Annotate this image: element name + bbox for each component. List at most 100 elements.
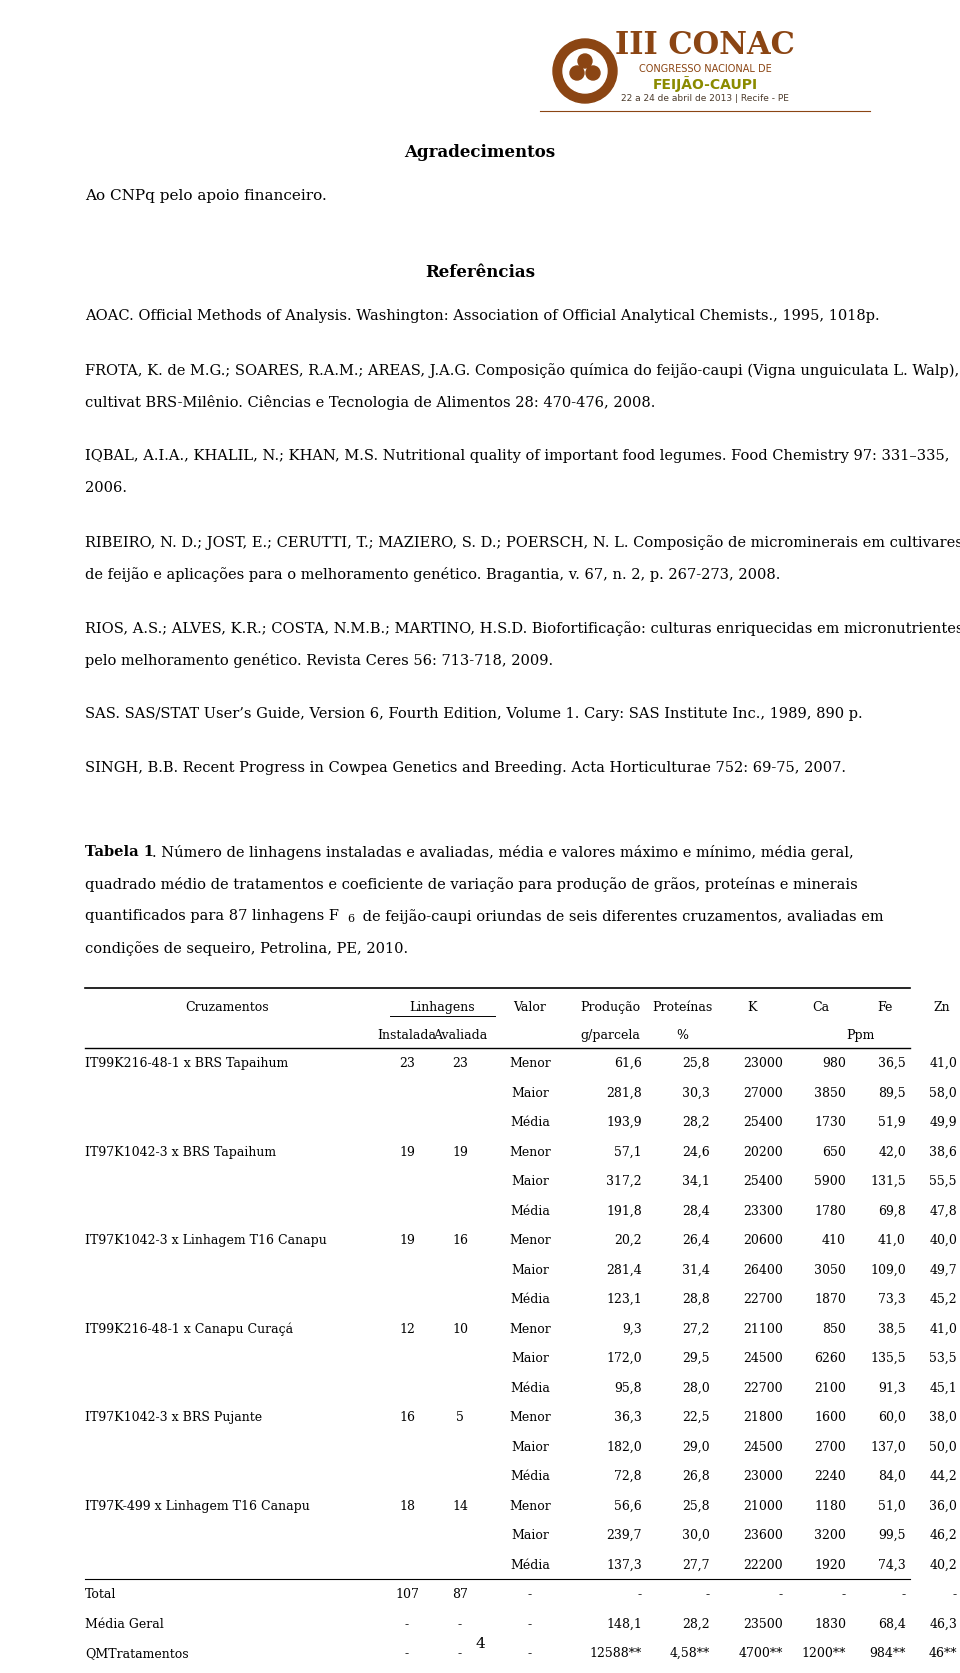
Text: 23000: 23000 (743, 1469, 783, 1482)
Text: 137,3: 137,3 (607, 1558, 642, 1571)
Text: 650: 650 (822, 1144, 846, 1158)
Text: 2100: 2100 (814, 1380, 846, 1394)
Text: -: - (405, 1616, 409, 1630)
Text: -: - (405, 1646, 409, 1660)
Text: IQBAL, A.I.A., KHALIL, N.; KHAN, M.S. Nutritional quality of important food legu: IQBAL, A.I.A., KHALIL, N.; KHAN, M.S. Nu… (85, 448, 949, 463)
Text: Menor: Menor (509, 1322, 551, 1335)
Text: -: - (528, 1646, 532, 1660)
Text: 28,8: 28,8 (683, 1293, 710, 1305)
Text: 9,3: 9,3 (622, 1322, 642, 1335)
Text: 2240: 2240 (814, 1469, 846, 1482)
Text: 22 a 24 de abril de 2013 | Recife - PE: 22 a 24 de abril de 2013 | Recife - PE (621, 94, 789, 104)
Text: 5: 5 (456, 1410, 464, 1424)
Text: 49,7: 49,7 (929, 1263, 957, 1276)
Text: 51,0: 51,0 (878, 1499, 906, 1512)
Text: 19: 19 (399, 1233, 415, 1246)
Text: 24500: 24500 (743, 1352, 783, 1365)
Text: 45,2: 45,2 (929, 1293, 957, 1305)
Text: 23500: 23500 (743, 1616, 783, 1630)
Text: 56,6: 56,6 (614, 1499, 642, 1512)
Text: 25,8: 25,8 (683, 1057, 710, 1069)
Text: 26400: 26400 (743, 1263, 783, 1276)
Text: Valor: Valor (514, 1000, 546, 1012)
Text: Ao CNPq pelo apoio financeiro.: Ao CNPq pelo apoio financeiro. (85, 189, 326, 202)
Text: 20200: 20200 (743, 1144, 783, 1158)
Circle shape (578, 55, 592, 69)
Text: 3200: 3200 (814, 1529, 846, 1541)
Text: RIOS, A.S.; ALVES, K.R.; COSTA, N.M.B.; MARTINO, H.S.D. Biofortificação: cultura: RIOS, A.S.; ALVES, K.R.; COSTA, N.M.B.; … (85, 621, 960, 636)
Text: 40,2: 40,2 (929, 1558, 957, 1571)
Text: g/parcela: g/parcela (580, 1027, 640, 1041)
Text: 99,5: 99,5 (878, 1529, 906, 1541)
Text: 14: 14 (452, 1499, 468, 1512)
Text: 26,4: 26,4 (683, 1233, 710, 1246)
Text: 980: 980 (822, 1057, 846, 1069)
Text: cultivat BRS-Milênio. Ciências e Tecnologia de Alimentos 28: 470-476, 2008.: cultivat BRS-Milênio. Ciências e Tecnolo… (85, 395, 656, 410)
Text: 850: 850 (822, 1322, 846, 1335)
Text: Ca: Ca (812, 1000, 829, 1012)
Text: 4: 4 (475, 1636, 485, 1650)
Text: 27,7: 27,7 (683, 1558, 710, 1571)
Text: 87: 87 (452, 1588, 468, 1601)
Text: 2700: 2700 (814, 1440, 846, 1452)
Text: -: - (637, 1588, 642, 1601)
Text: Média: Média (510, 1558, 550, 1571)
Text: 107: 107 (396, 1588, 419, 1601)
Text: 12588**: 12588** (589, 1646, 642, 1660)
Text: quadrado médio de tratamentos e coeficiente de variação para produção de grãos, : quadrado médio de tratamentos e coeficie… (85, 877, 857, 892)
Text: 191,8: 191,8 (607, 1205, 642, 1216)
Text: %: % (676, 1027, 688, 1041)
Text: 28,4: 28,4 (683, 1205, 710, 1216)
Text: 135,5: 135,5 (871, 1352, 906, 1365)
Text: 1870: 1870 (814, 1293, 846, 1305)
Text: 44,2: 44,2 (929, 1469, 957, 1482)
Text: 38,6: 38,6 (929, 1144, 957, 1158)
Text: Fe: Fe (877, 1000, 893, 1012)
Text: AOAC. Official Methods of Analysis. Washington: Association of Official Analytic: AOAC. Official Methods of Analysis. Wash… (85, 310, 879, 323)
Text: 73,3: 73,3 (878, 1293, 906, 1305)
Text: 28,0: 28,0 (683, 1380, 710, 1394)
Text: 2006.: 2006. (85, 480, 127, 495)
Text: 984**: 984** (870, 1646, 906, 1660)
Text: 57,1: 57,1 (614, 1144, 642, 1158)
Text: . Número de linhagens instaladas e avaliadas, média e valores máximo e mínimo, m: . Número de linhagens instaladas e avali… (152, 845, 853, 860)
Text: Cruzamentos: Cruzamentos (185, 1000, 270, 1012)
Text: 95,8: 95,8 (614, 1380, 642, 1394)
Text: -: - (528, 1616, 532, 1630)
Text: 26,8: 26,8 (683, 1469, 710, 1482)
Text: -: - (528, 1588, 532, 1601)
Text: 4,58**: 4,58** (670, 1646, 710, 1660)
Text: Tabela 1: Tabela 1 (85, 845, 154, 858)
Text: -: - (901, 1588, 906, 1601)
Text: 46,3: 46,3 (929, 1616, 957, 1630)
Text: Zn: Zn (934, 1000, 950, 1012)
Text: Total: Total (85, 1588, 116, 1601)
Text: 22,5: 22,5 (683, 1410, 710, 1424)
Text: 38,0: 38,0 (929, 1410, 957, 1424)
Text: 25400: 25400 (743, 1174, 783, 1188)
Text: 29,0: 29,0 (683, 1440, 710, 1452)
Text: 19: 19 (399, 1144, 415, 1158)
Text: 30,3: 30,3 (683, 1086, 710, 1099)
Text: 410: 410 (822, 1233, 846, 1246)
Text: 40,0: 40,0 (929, 1233, 957, 1246)
Text: -: - (953, 1588, 957, 1601)
Text: 36,5: 36,5 (878, 1057, 906, 1069)
Text: 49,9: 49,9 (929, 1116, 957, 1129)
Text: Menor: Menor (509, 1144, 551, 1158)
Text: 10: 10 (452, 1322, 468, 1335)
Text: Menor: Menor (509, 1233, 551, 1246)
Text: Menor: Menor (509, 1410, 551, 1424)
Text: quantificados para 87 linhagens F: quantificados para 87 linhagens F (85, 908, 339, 922)
Circle shape (553, 40, 617, 104)
Text: 50,0: 50,0 (929, 1440, 957, 1452)
Text: 41,0: 41,0 (878, 1233, 906, 1246)
Text: 28,2: 28,2 (683, 1616, 710, 1630)
Text: 148,1: 148,1 (606, 1616, 642, 1630)
Text: 19: 19 (452, 1144, 468, 1158)
Text: 27000: 27000 (743, 1086, 783, 1099)
Text: 53,5: 53,5 (929, 1352, 957, 1365)
Text: 137,0: 137,0 (871, 1440, 906, 1452)
Text: Produção: Produção (580, 1000, 640, 1012)
Text: 20,2: 20,2 (614, 1233, 642, 1246)
